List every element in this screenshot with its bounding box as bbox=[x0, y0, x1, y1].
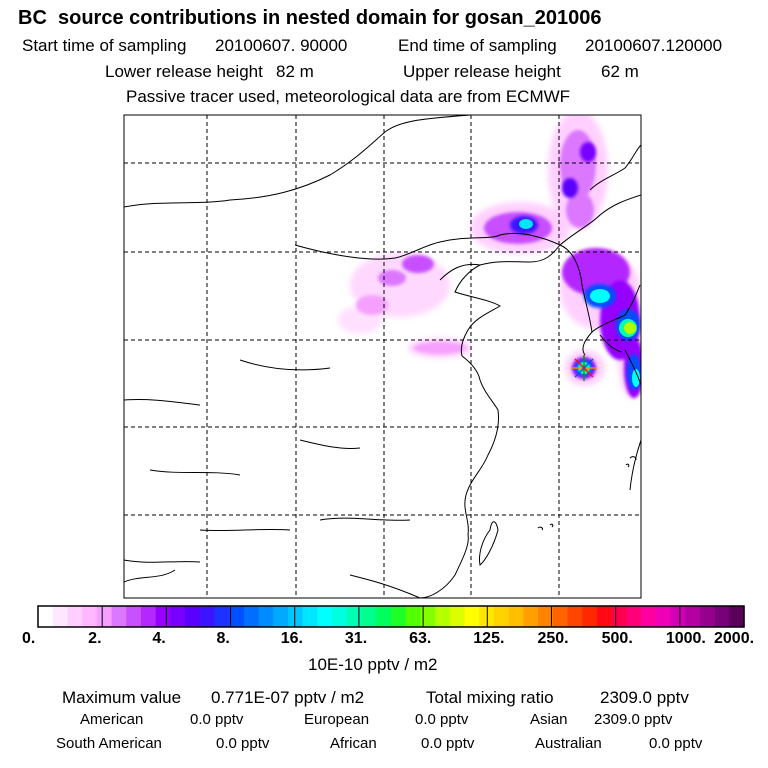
map-frame bbox=[123, 114, 642, 599]
coastlines bbox=[124, 115, 641, 598]
total-mixing-value: 2309.0 pptv bbox=[600, 688, 689, 707]
colorbar-swatch bbox=[464, 606, 480, 627]
lower-release-value: 82 m bbox=[276, 62, 314, 81]
colorbar bbox=[37, 605, 745, 628]
region-name: American bbox=[80, 711, 144, 728]
colorbar-swatch bbox=[96, 606, 113, 627]
colorbar-swatch bbox=[670, 606, 686, 627]
colorbar-swatch bbox=[626, 606, 642, 627]
tracer-note: Passive tracer used, meteorological data… bbox=[126, 87, 571, 106]
colorbar-swatch bbox=[214, 606, 230, 627]
colorbar-tick-label: 2. bbox=[88, 630, 102, 647]
end-time-value: 20100607.120000 bbox=[585, 36, 723, 55]
colorbar-swatch bbox=[567, 606, 583, 627]
colorbar-swatch bbox=[243, 606, 260, 627]
upper-release-label: Upper release height bbox=[403, 62, 561, 81]
figure-title: BC source contributions in nested domain… bbox=[18, 7, 602, 29]
colorbar-swatch bbox=[317, 606, 333, 627]
total-mixing-label: Total mixing ratio bbox=[426, 688, 554, 707]
colorbar-swatch bbox=[391, 606, 407, 627]
colorbar-tick-label: 125. bbox=[473, 630, 505, 647]
colorbar-tick-label: 4. bbox=[152, 630, 166, 647]
colorbar-swatch bbox=[699, 606, 716, 627]
colorbar-swatch bbox=[729, 606, 745, 627]
lower-release-label: Lower release height bbox=[105, 62, 263, 81]
region-name: Australian bbox=[535, 735, 602, 752]
colorbar-swatch bbox=[655, 606, 672, 627]
colorbar-tick-label: 1000. bbox=[665, 630, 706, 647]
colorbar-swatch bbox=[552, 606, 569, 627]
colorbar-swatch bbox=[641, 606, 657, 627]
region-value: 0.0 pptv bbox=[415, 711, 469, 728]
colorbar-swatch bbox=[170, 606, 186, 627]
colorbar-swatch bbox=[596, 606, 613, 627]
region-value: 0.0 pptv bbox=[216, 735, 270, 752]
start-time-value: 20100607. 90000 bbox=[215, 36, 348, 55]
colorbar-swatch bbox=[611, 606, 627, 627]
colorbar-swatch bbox=[258, 606, 274, 627]
colorbar-tick-label: 16. bbox=[280, 630, 303, 647]
colorbar-tick-label: 63. bbox=[409, 630, 432, 647]
colorbar-tick-label: 2000. bbox=[714, 630, 755, 647]
colorbar-swatch bbox=[405, 606, 422, 627]
map-gridlines bbox=[124, 115, 641, 598]
region-name: Asian bbox=[530, 711, 568, 728]
colorbar-swatch bbox=[714, 606, 730, 627]
colorbar-swatch bbox=[185, 606, 201, 627]
colorbar-swatch bbox=[126, 606, 142, 627]
colorbar-tick-label: 8. bbox=[216, 630, 230, 647]
colorbar-swatch bbox=[38, 606, 54, 627]
colorbar-swatch bbox=[332, 606, 348, 627]
region-name: African bbox=[330, 735, 377, 752]
region-value: 0.0 pptv bbox=[190, 711, 244, 728]
colorbar-unit: 10E-10 pptv / m2 bbox=[308, 655, 438, 674]
colorbar-swatch bbox=[582, 606, 598, 627]
colorbar-swatch bbox=[273, 606, 289, 627]
colorbar-swatch bbox=[346, 606, 363, 627]
start-time-label: Start time of sampling bbox=[22, 36, 187, 55]
max-value: 0.771E-07 pptv / m2 bbox=[211, 688, 365, 707]
colorbar-swatch bbox=[302, 606, 319, 627]
colorbar-swatch bbox=[493, 606, 510, 627]
colorbar-tick-label: 250. bbox=[537, 630, 569, 647]
colorbar-swatch bbox=[229, 606, 245, 627]
colorbar-swatch bbox=[288, 606, 304, 627]
upper-release-value: 62 m bbox=[601, 62, 639, 81]
max-value-label: Maximum value bbox=[62, 688, 182, 707]
colorbar-frame bbox=[37, 605, 745, 628]
colorbar-swatch bbox=[508, 606, 524, 627]
colorbar-tick-label: 500. bbox=[601, 630, 633, 647]
colorbar-tick-label: 31. bbox=[344, 630, 368, 647]
colorbar-swatch bbox=[52, 606, 69, 627]
colorbar-swatch bbox=[420, 606, 436, 627]
colorbar-swatch bbox=[199, 606, 216, 627]
colorbar-swatch bbox=[361, 606, 377, 627]
colorbar-swatch bbox=[140, 606, 157, 627]
region-name: South American bbox=[56, 735, 162, 752]
region-name: European bbox=[304, 711, 370, 728]
region-value: 0.0 pptv bbox=[649, 735, 703, 752]
colorbar-swatch bbox=[67, 606, 83, 627]
colorbar-swatch bbox=[376, 606, 392, 627]
colorbar-swatch bbox=[155, 606, 171, 627]
colorbar-tick-label: 0. bbox=[22, 630, 36, 647]
colorbar-swatch bbox=[538, 606, 554, 627]
release-site-marker bbox=[571, 355, 597, 381]
colorbar-swatch bbox=[82, 606, 98, 627]
colorbar-swatch bbox=[685, 606, 701, 627]
region-value: 0.0 pptv bbox=[421, 735, 475, 752]
colorbar-swatch bbox=[111, 606, 127, 627]
end-time-label: End time of sampling bbox=[398, 36, 557, 55]
region-value: 2309.0 pptv bbox=[594, 711, 673, 728]
colorbar-swatch bbox=[435, 606, 451, 627]
colorbar-swatch bbox=[523, 606, 539, 627]
colorbar-swatch bbox=[449, 606, 466, 627]
plume-field bbox=[124, 115, 641, 598]
